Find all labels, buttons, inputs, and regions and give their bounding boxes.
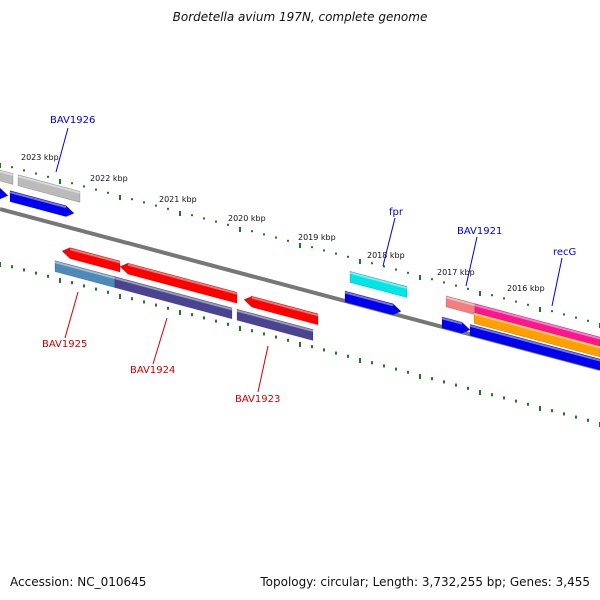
gene-label-minus-strand: BAV1925 — [42, 339, 87, 350]
feature-highlight — [344, 291, 394, 307]
leader-line — [152, 317, 168, 365]
feature-highlight — [236, 309, 314, 332]
tick-marks-lower — [0, 262, 600, 427]
feature-highlight — [69, 248, 121, 264]
leader-line — [55, 127, 69, 173]
orange-gene-bar — [473, 312, 600, 358]
red-gene-arrow — [243, 295, 319, 326]
cyan-gene-bar — [349, 270, 408, 298]
feature-highlight — [17, 175, 81, 194]
gene-label-minus-strand: BAV1924 — [130, 365, 175, 376]
feature-highlight — [127, 263, 238, 295]
feature-highlight — [54, 261, 116, 280]
feature-highlight — [473, 312, 600, 349]
blue-gene-arrow — [9, 190, 75, 217]
gene-label-plus-strand: fpr — [389, 207, 404, 218]
red-gene-arrow — [119, 262, 238, 304]
gene-label-plus-strand: BAV1921 — [457, 226, 502, 237]
tick-marks-upper — [0, 163, 600, 328]
gene-label-minus-strand: BAV1923 — [235, 394, 280, 405]
label-leader-lines — [55, 127, 563, 393]
feature-highlight — [469, 324, 600, 362]
feature-highlight — [445, 296, 476, 307]
scale-labels: 2023 kbp 2022 kbp 2021 kbp 2020 kbp 2019 kbp… — [21, 153, 545, 293]
genome-summary-text: Topology: circular; Length: 3,732,255 bp… — [260, 575, 590, 589]
magenta-gene-bar — [474, 303, 600, 349]
feature-highlight — [0, 170, 14, 176]
leader-line — [257, 345, 269, 393]
scale-label: 2020 kbp — [228, 214, 266, 223]
leader-line — [382, 217, 396, 267]
blue-gene-arrow — [344, 290, 402, 316]
leader-line — [465, 236, 478, 287]
feature-highlight — [441, 317, 463, 325]
gene-label-plus-strand: recG — [553, 247, 576, 258]
scale-label: 2023 kbp — [21, 153, 59, 162]
scale-label: 2017 kbp — [437, 268, 475, 277]
leader-line — [64, 291, 79, 339]
gene-labels: BAV1926 fpr BAV1921 recG BAV1925 BAV1924 BAV19… — [42, 115, 576, 405]
gray-gene-bar — [17, 174, 81, 203]
blue-gene-arrow — [0, 187, 9, 200]
gene-label-plus-strand: BAV1926 — [50, 115, 95, 126]
navy-gene-bar — [236, 308, 314, 341]
gene-features — [0, 169, 600, 371]
feature-highlight — [474, 304, 600, 340]
feature-highlight — [9, 191, 67, 209]
leader-line — [551, 257, 563, 307]
blue-gene-arrow — [441, 316, 471, 334]
gray-gene-bar — [0, 169, 14, 185]
navy-gene-bar — [114, 276, 233, 320]
feature-highlight — [251, 296, 319, 317]
scale-label: 2016 kbp — [507, 284, 545, 293]
feature-highlight — [114, 277, 233, 311]
scale-label: 2021 kbp — [159, 195, 197, 204]
scale-label: 2022 kbp — [90, 174, 128, 183]
accession-text: Accession: NC_010645 — [10, 575, 147, 589]
feature-highlight — [349, 271, 408, 289]
map-title: Bordetella avium 197N, complete genome — [172, 10, 428, 24]
scale-label: 2018 kbp — [367, 251, 405, 260]
blue-gene-bar — [469, 323, 600, 371]
scale-label: 2019 kbp — [298, 233, 336, 242]
